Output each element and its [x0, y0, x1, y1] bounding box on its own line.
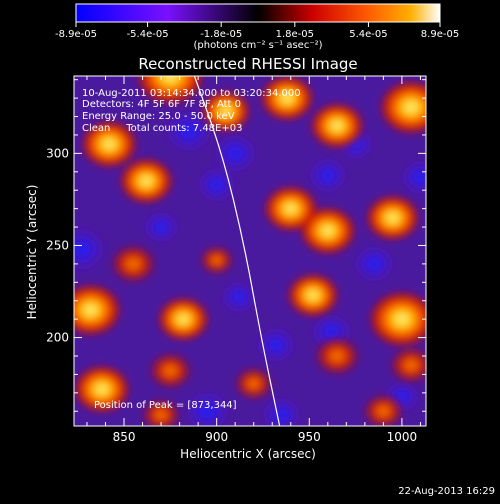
positive-source	[110, 244, 157, 284]
x-tick-label: 900	[205, 430, 228, 444]
positive-source	[199, 245, 234, 275]
colorbar-tick-label: -8.9e-05	[55, 29, 97, 40]
positive-source	[379, 80, 426, 135]
positive-source	[81, 120, 138, 169]
annotation-block: 10-Aug-2011 03:14:34.000 to 03:20:34.000…	[82, 88, 301, 134]
x-tick-label: 850	[113, 430, 136, 444]
negative-source	[184, 390, 231, 426]
positive-source	[74, 365, 130, 414]
footer-timestamp: 22-Aug-2013 16:29	[398, 486, 495, 497]
negative-source	[196, 166, 237, 203]
positive-source	[148, 352, 193, 390]
negative-source	[74, 226, 107, 272]
positive-source	[362, 393, 405, 426]
positive-source	[74, 283, 122, 336]
positive-source	[310, 102, 364, 149]
annotation-clean-counts: Clean Total counts: 7.48E+03	[82, 123, 242, 134]
positive-sources	[74, 76, 426, 426]
negative-source	[261, 396, 302, 426]
positive-source	[313, 336, 361, 376]
positive-source	[201, 90, 251, 132]
x-tick-label: 950	[298, 430, 321, 444]
x-axis-label: Heliocentric X (arcsec)	[180, 447, 316, 461]
negative-source	[255, 326, 297, 364]
annotation-energy-range: Energy Range: 25.0 - 50.0 keV	[82, 111, 235, 122]
positive-source	[141, 398, 181, 426]
negative-source	[164, 109, 213, 153]
positive-source	[368, 291, 426, 348]
colorbar-tick-label: 8.9e-05	[421, 29, 459, 40]
negative-sources	[74, 109, 426, 426]
colorbar-unit-label: (photons cm⁻² s⁻¹ asec⁻²)	[193, 40, 322, 51]
peak-position-label: Position of Peak = [873,344]	[94, 400, 237, 411]
positive-source	[136, 76, 205, 105]
positive-source	[389, 346, 426, 384]
y-tick-label: 300	[46, 146, 69, 160]
positive-source	[287, 273, 339, 317]
heatmap-area	[74, 76, 426, 426]
axis-ticks: 850 900 950 1000 200 250 300	[46, 76, 426, 444]
positive-source	[157, 297, 209, 341]
negative-source	[400, 159, 426, 196]
x-tick-label: 1000	[387, 430, 418, 444]
colorbar-tick-label: -5.4e-05	[127, 29, 169, 40]
positive-source	[365, 195, 420, 241]
colorbar-tick-label: -1.8e-05	[200, 29, 242, 40]
chart-title: Reconstructed RHESSI Image	[138, 55, 357, 73]
colorbar-gradient	[75, 3, 441, 23]
y-tick-label: 250	[46, 238, 69, 252]
positive-source	[299, 206, 356, 255]
y-tick-label: 200	[46, 331, 69, 345]
plot-frame	[73, 75, 427, 427]
positive-source	[119, 158, 174, 204]
negative-source	[307, 157, 348, 194]
positive-source	[234, 367, 274, 401]
colorbar-tick-label: 5.4e-05	[349, 29, 387, 40]
positive-source	[260, 76, 314, 121]
annotation-detectors: Detectors: 4F 5F 6F 7F 8F, Att 0	[82, 99, 241, 110]
solar-limb-curve	[193, 76, 281, 426]
colorbar-ticks: -8.9e-05 -5.4e-05 -1.8e-05 1.8e-05 5.4e-05 8.…	[55, 22, 459, 40]
negative-source	[143, 210, 180, 244]
annotation-time-range: 10-Aug-2011 03:14:34.000 to 03:20:34.000	[82, 88, 301, 99]
negative-source	[353, 244, 396, 283]
colorbar-tick-label: 1.8e-05	[276, 29, 314, 40]
negative-source	[220, 280, 257, 314]
y-axis-label: Heliocentric Y (arcsec)	[25, 185, 39, 320]
